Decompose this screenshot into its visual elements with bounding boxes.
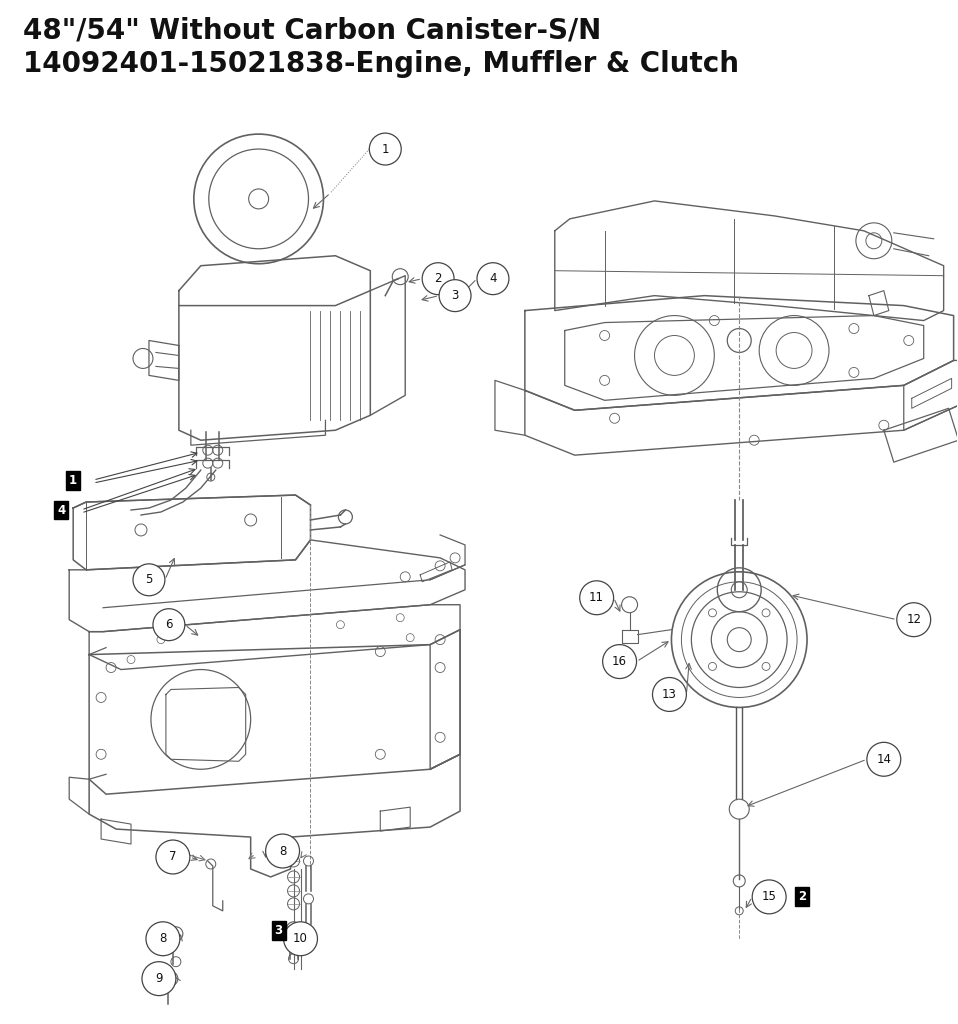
Text: 2: 2 — [434, 272, 442, 285]
Text: 16: 16 — [612, 655, 627, 668]
Circle shape — [867, 742, 901, 776]
Circle shape — [156, 840, 190, 873]
Circle shape — [142, 962, 176, 995]
Circle shape — [422, 263, 454, 295]
Text: 13: 13 — [662, 688, 677, 701]
Circle shape — [752, 880, 787, 913]
Text: 4: 4 — [490, 272, 496, 285]
Circle shape — [603, 645, 636, 679]
Circle shape — [477, 263, 509, 295]
Text: 9: 9 — [155, 972, 163, 985]
Text: 10: 10 — [293, 932, 308, 945]
Text: 8: 8 — [279, 845, 286, 857]
Text: 1: 1 — [69, 473, 78, 486]
Circle shape — [370, 133, 401, 165]
Circle shape — [146, 922, 180, 955]
Text: 3: 3 — [275, 925, 283, 937]
Text: 3: 3 — [451, 289, 459, 302]
Circle shape — [153, 608, 185, 641]
Text: 14092401-15021838-Engine, Muffler & Clutch: 14092401-15021838-Engine, Muffler & Clut… — [23, 50, 740, 79]
Circle shape — [133, 564, 165, 596]
Circle shape — [284, 922, 317, 955]
Text: 2: 2 — [798, 891, 806, 903]
Text: 6: 6 — [165, 618, 172, 631]
Text: 4: 4 — [57, 504, 65, 516]
Text: 15: 15 — [762, 891, 777, 903]
Text: 8: 8 — [159, 932, 167, 945]
Text: 7: 7 — [170, 851, 176, 863]
Circle shape — [897, 603, 930, 637]
Text: 14: 14 — [877, 753, 891, 766]
Circle shape — [652, 678, 686, 712]
Circle shape — [265, 835, 300, 868]
Circle shape — [580, 581, 614, 614]
Text: 5: 5 — [146, 573, 152, 587]
Text: 12: 12 — [906, 613, 922, 627]
Text: 48"/54" Without Carbon Canister-S/N: 48"/54" Without Carbon Canister-S/N — [23, 16, 602, 44]
Circle shape — [439, 280, 471, 311]
Text: 11: 11 — [589, 591, 604, 604]
Text: 1: 1 — [381, 142, 389, 156]
